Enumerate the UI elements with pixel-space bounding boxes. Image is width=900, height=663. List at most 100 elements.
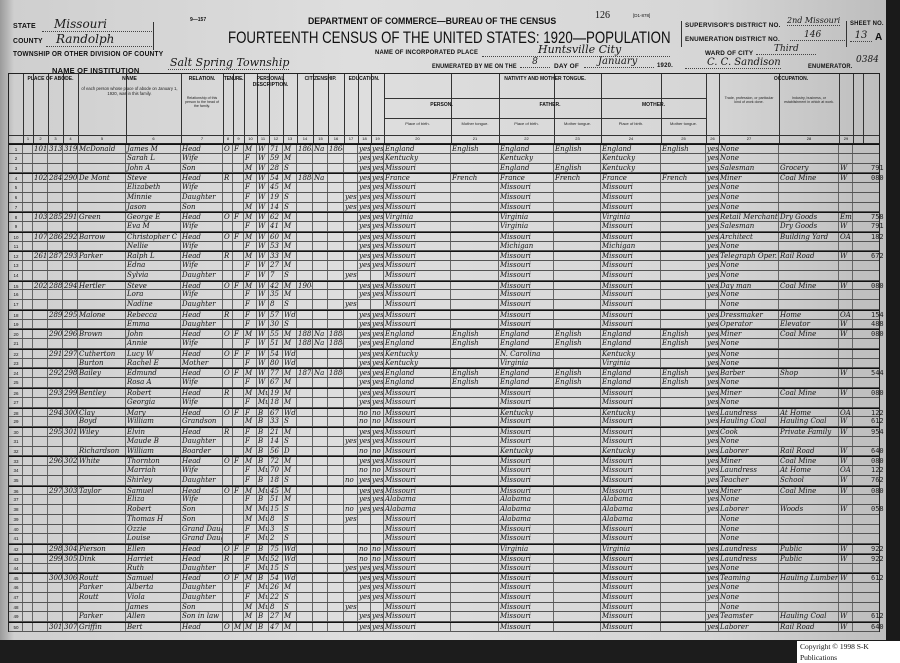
occupation-code: 080 (871, 281, 884, 290)
family-number (63, 222, 78, 231)
father-birthplace: Missouri (499, 574, 554, 583)
age: 33 (269, 252, 283, 261)
industry (779, 592, 839, 602)
line-number: 7 (9, 202, 23, 212)
tenure-owned (223, 319, 233, 329)
line-number: 13 (9, 261, 23, 270)
tenure-mortgage (233, 241, 244, 251)
occupation: None (719, 436, 779, 446)
age: 56 (269, 446, 283, 456)
can-write: no (371, 417, 384, 427)
house-number (33, 192, 48, 202)
father-tongue (554, 592, 601, 602)
naturalization-year (328, 534, 344, 544)
column-number: 7 (200, 136, 204, 141)
marital-status: M (283, 330, 297, 339)
occupation-code: 154 (871, 310, 884, 319)
house-number (33, 436, 48, 446)
surname (78, 495, 126, 505)
column-number: 18 (362, 136, 367, 141)
mother-tongue (451, 261, 499, 270)
naturalization-year (328, 310, 344, 319)
family-number (63, 466, 78, 475)
speaks-english: yes (707, 457, 719, 466)
family-number (63, 563, 78, 573)
mother-tongue (451, 612, 499, 622)
employer-class (839, 563, 853, 573)
can-write: yes (372, 241, 384, 251)
house-number (33, 623, 48, 631)
employer-class (839, 261, 853, 270)
mother-tongue-mother (661, 524, 706, 534)
dwelling-number (48, 514, 63, 524)
surname: Bentley (78, 389, 126, 397)
house-number (33, 583, 48, 592)
employer-class: W (839, 222, 853, 231)
dwelling-number: 300 (49, 574, 63, 583)
immigration-year (297, 505, 313, 514)
naturalized (313, 349, 328, 358)
mother-tongue-mother (661, 475, 706, 485)
county-value: Randolph (46, 32, 152, 47)
family-number (63, 612, 78, 622)
mother-tongue-mother (661, 281, 706, 290)
color: B (257, 574, 269, 583)
mother-tongue-mother (661, 310, 706, 319)
mother-birthplace: Missouri (601, 261, 661, 270)
tenure-owned (223, 524, 233, 534)
employer-class: W (839, 545, 853, 553)
can-write: yes (372, 592, 384, 602)
occupation: Dressmaker (719, 310, 779, 319)
attended-school (344, 545, 358, 553)
can-write: yes (372, 436, 384, 446)
birthplace: Missouri (384, 486, 451, 495)
house-number (33, 222, 48, 231)
can-read: yes (359, 583, 371, 592)
immigration-year (297, 612, 313, 622)
tenure-owned: R (223, 174, 233, 183)
occupation: None (719, 241, 779, 251)
street (23, 222, 33, 231)
surname: Barrow (78, 232, 126, 241)
immigration-year (297, 534, 313, 544)
naturalization-year (328, 192, 344, 202)
page-title: FOURTEENTH CENSUS OF THE UNITED STATES: … (228, 29, 671, 47)
header-nativity: NATIVITY AND MOTHER TONGUE. (504, 76, 586, 82)
mother-tongue (451, 232, 499, 241)
tenure-owned (223, 290, 233, 300)
tenure-owned (223, 475, 233, 485)
day-value: 8 (520, 57, 550, 68)
speaks-english: yes (707, 319, 719, 329)
line-number: 32 (9, 446, 23, 456)
speaks-english: yes (707, 330, 719, 339)
color: B (257, 436, 269, 446)
family-number (63, 339, 78, 348)
occupation: None (719, 358, 779, 368)
sex: M (244, 213, 257, 222)
mother-tongue-mother (661, 446, 706, 456)
surname: Parker (78, 252, 126, 261)
color: W (257, 153, 269, 163)
house-number (33, 349, 48, 358)
birthplace: Missouri (384, 602, 451, 612)
mother-tongue-mother (661, 222, 706, 231)
age: 14 (269, 436, 283, 446)
relation: Daughter (181, 475, 223, 485)
father-birthplace: Missouri (499, 524, 554, 534)
house-number (33, 163, 48, 173)
family-number (63, 514, 78, 524)
mother-tongue-mother (661, 270, 706, 280)
age: 30 (269, 319, 283, 329)
surname: Cutherton (78, 349, 126, 358)
tenure-mortgage (233, 192, 244, 202)
mother-tongue-mother (661, 202, 706, 212)
father-birthplace: Missouri (499, 466, 554, 475)
house-number (33, 602, 48, 612)
form-code: [D1-878] (633, 13, 651, 18)
sex: M (244, 602, 257, 612)
birthplace: Missouri (384, 261, 451, 270)
family-number (63, 319, 78, 329)
table-row: 21AnnieWifeFW51M1881Na1888yesyesEnglandE… (9, 339, 879, 349)
